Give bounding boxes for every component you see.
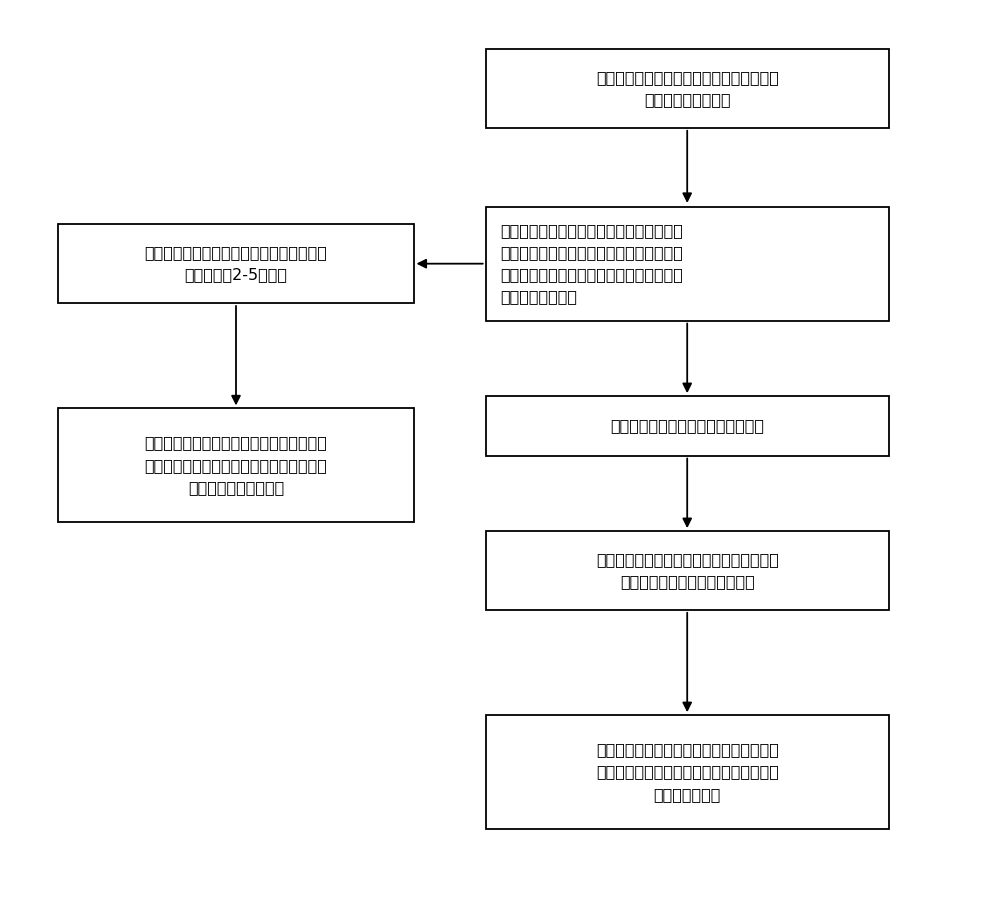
Text: 带通滤波单元，提取信号的基波信号: 带通滤波单元，提取信号的基波信号 [610, 418, 764, 434]
Text: 采样单元，采集原始信号；带通滤波单元，
提取信号的基波信号: 采样单元，采集原始信号；带通滤波单元， 提取信号的基波信号 [596, 69, 779, 107]
Text: 第一控制单元，对基波滤波单元的幅频特性
曲线进行拟合，得到幅值增益与频率的关系
，进行幅值补偿: 第一控制单元，对基波滤波单元的幅频特性 曲线进行拟合，得到幅值增益与频率的关系 … [596, 742, 779, 802]
FancyBboxPatch shape [486, 396, 889, 456]
FancyBboxPatch shape [486, 49, 889, 128]
FancyBboxPatch shape [486, 206, 889, 320]
Text: 零相位滤波单元，接收第一带通滤波单元的
输出信号，并对其进行二次滤波: 零相位滤波单元，接收第一带通滤波单元的 输出信号，并对其进行二次滤波 [596, 551, 779, 589]
FancyBboxPatch shape [58, 225, 414, 303]
Text: 依次设置低次谐波带通滤波单元，提取预处
理信号中的2-5次谐波: 依次设置低次谐波带通滤波单元，提取预处 理信号中的2-5次谐波 [145, 245, 327, 282]
FancyBboxPatch shape [486, 531, 889, 610]
Text: 在采样单元和带通滤波单元之间设置信号预
处理单元；信号预处理单元对原始信号进行
预处理，得到预处理信号，将预处理信号发
送给带通滤波单元: 在采样单元和带通滤波单元之间设置信号预 处理单元；信号预处理单元对原始信号进行 … [500, 223, 683, 304]
Text: 第二控制单元，对低次谐波带通滤波单元幅
频特性曲线进行拟合，得到幅值增益与频率
的关系，进行幅值补偿: 第二控制单元，对低次谐波带通滤波单元幅 频特性曲线进行拟合，得到幅值增益与频率 … [145, 436, 327, 495]
FancyBboxPatch shape [58, 408, 414, 522]
FancyBboxPatch shape [486, 715, 889, 829]
